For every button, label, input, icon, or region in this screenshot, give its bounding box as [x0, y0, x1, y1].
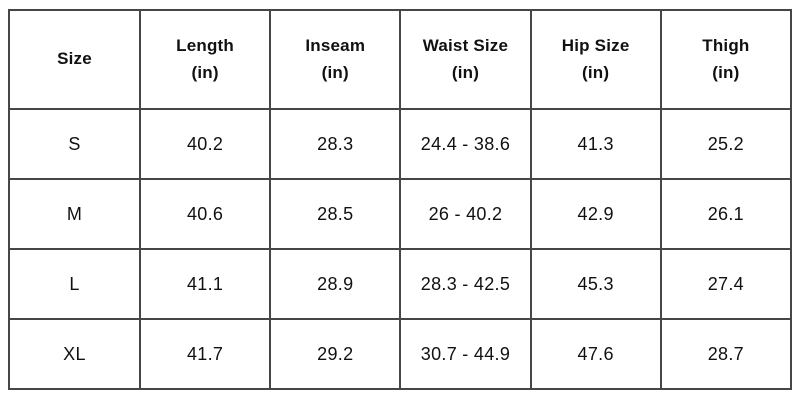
thigh-cell: 26.1 [659, 178, 793, 250]
table-row-l: L 41.1 28.9 28.3 - 42.5 45.3 27.4 [8, 248, 793, 320]
hip-size-cell: 41.3 [529, 108, 662, 180]
header-unit: (in) [451, 62, 480, 82]
size-cell: S [8, 108, 141, 180]
length-cell: 40.2 [138, 108, 272, 180]
table-row-xl: XL 41.7 29.2 30.7 - 44.9 47.6 28.7 [8, 318, 793, 390]
length-cell: 41.1 [138, 248, 272, 320]
header-label: Size [57, 49, 92, 69]
waist-size-cell: 24.4 - 38.6 [399, 108, 532, 180]
header-unit: (in) [321, 62, 349, 82]
header-label: Inseam [305, 36, 366, 56]
size-cell: M [8, 178, 141, 250]
size-chart-container: Size Length (in) Inseam (in) Waist Size (in… [8, 9, 793, 390]
inseam-cell: 28.5 [269, 178, 402, 250]
size-cell: XL [8, 318, 141, 390]
thigh-cell: 25.2 [659, 108, 793, 180]
header-label: Hip Size [561, 36, 630, 56]
header-cell-waist-size: Waist Size (in) [399, 9, 532, 110]
header-cell-size: Size [8, 9, 141, 110]
header-cell-length: Length (in) [138, 9, 272, 110]
size-cell: L [8, 248, 141, 320]
header-label: Length [176, 36, 234, 56]
waist-size-cell: 30.7 - 44.9 [399, 318, 532, 390]
length-cell: 41.7 [138, 318, 272, 390]
length-cell: 40.6 [138, 178, 272, 250]
header-unit: (in) [582, 62, 610, 82]
waist-size-cell: 26 - 40.2 [399, 178, 532, 250]
hip-size-cell: 47.6 [529, 318, 662, 390]
inseam-cell: 28.3 [269, 108, 402, 180]
hip-size-cell: 45.3 [529, 248, 662, 320]
thigh-cell: 27.4 [659, 248, 793, 320]
header-cell-hip-size: Hip Size (in) [529, 9, 662, 110]
header-cell-inseam: Inseam (in) [269, 9, 402, 110]
size-chart-table: Size Length (in) Inseam (in) Waist Size (in… [8, 9, 793, 390]
header-label: Waist Size [422, 36, 509, 56]
table-row-s: S 40.2 28.3 24.4 - 38.6 41.3 25.2 [8, 108, 793, 180]
thigh-cell: 28.7 [659, 318, 793, 390]
inseam-cell: 29.2 [269, 318, 402, 390]
header-label: Thigh [702, 36, 750, 56]
waist-size-cell: 28.3 - 42.5 [399, 248, 532, 320]
header-unit: (in) [191, 62, 219, 82]
table-row-m: M 40.6 28.5 26 - 40.2 42.9 26.1 [8, 178, 793, 250]
inseam-cell: 28.9 [269, 248, 402, 320]
header-unit: (in) [712, 62, 740, 82]
header-row: Size Length (in) Inseam (in) Waist Size (in… [8, 9, 793, 110]
header-cell-thigh: Thigh (in) [659, 9, 793, 110]
hip-size-cell: 42.9 [529, 178, 662, 250]
